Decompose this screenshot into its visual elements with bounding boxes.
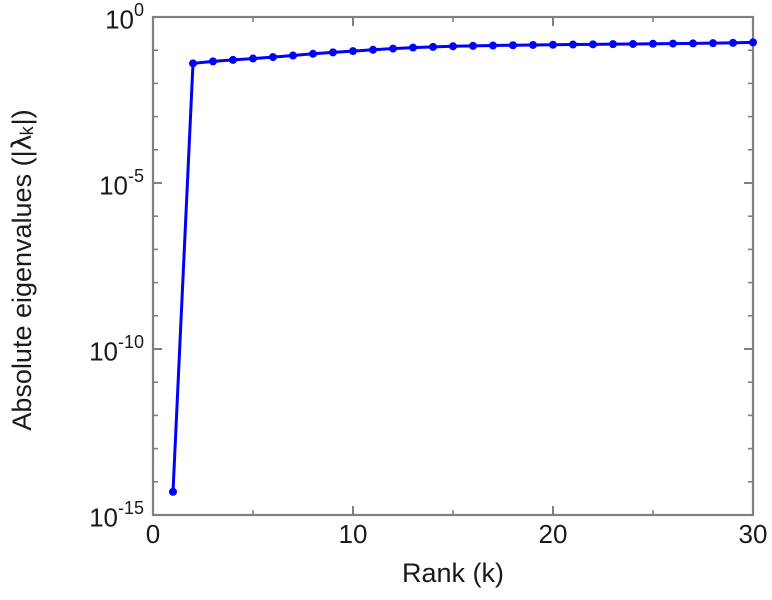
data-point	[649, 39, 657, 48]
y-tick-0: 100	[48, 1, 144, 35]
data-point	[609, 40, 617, 49]
x-tick-3: 30	[738, 519, 768, 549]
data-point	[509, 41, 517, 50]
data-point	[469, 41, 477, 50]
x-tick-0: 0	[145, 519, 161, 549]
data-point	[229, 55, 237, 64]
data-point	[189, 59, 197, 68]
x-tick-2: 20	[538, 519, 568, 549]
y-tick-2: 10-10	[48, 333, 144, 367]
data-point	[549, 40, 557, 49]
data-point	[589, 40, 597, 49]
y-tick-1-exp: -5	[127, 166, 144, 186]
y-tick-0-exp: 0	[133, 0, 144, 20]
x-tick-1: 10	[338, 519, 368, 549]
data-point	[329, 48, 337, 57]
y-tick-1: 10-5	[48, 167, 144, 201]
series-line-0	[171, 40, 755, 494]
data-point	[489, 41, 497, 50]
data-point	[409, 43, 417, 52]
y-tick-1-base: 10	[99, 170, 128, 201]
data-point	[349, 47, 357, 56]
data-point	[709, 39, 717, 48]
data-point	[569, 40, 577, 49]
y-tick-3-exp: -15	[117, 498, 144, 518]
data-point	[669, 39, 677, 48]
y-tick-3-base: 10	[89, 502, 118, 533]
y-tick-2-exp: -10	[117, 332, 144, 352]
data-point	[369, 45, 377, 54]
axis-ticks	[152, 16, 754, 516]
data-point	[169, 487, 177, 496]
data-point	[749, 38, 757, 47]
data-point	[309, 49, 317, 58]
data-point	[449, 42, 457, 51]
data-point	[729, 38, 737, 47]
data-point	[629, 39, 637, 48]
data-series	[169, 38, 757, 496]
data-point	[529, 40, 537, 49]
data-point	[209, 57, 217, 66]
y-tick-3: 10-15	[48, 499, 144, 533]
axes-frame	[151, 15, 755, 517]
data-point	[249, 54, 257, 63]
data-point	[429, 42, 437, 51]
x-axis-title: Rank (k)	[401, 558, 504, 588]
data-point	[389, 44, 397, 53]
y-tick-2-base: 10	[89, 336, 118, 367]
data-point	[269, 53, 277, 62]
y-tick-0-base: 10	[105, 4, 134, 35]
data-point	[289, 51, 297, 60]
data-point	[689, 39, 697, 48]
